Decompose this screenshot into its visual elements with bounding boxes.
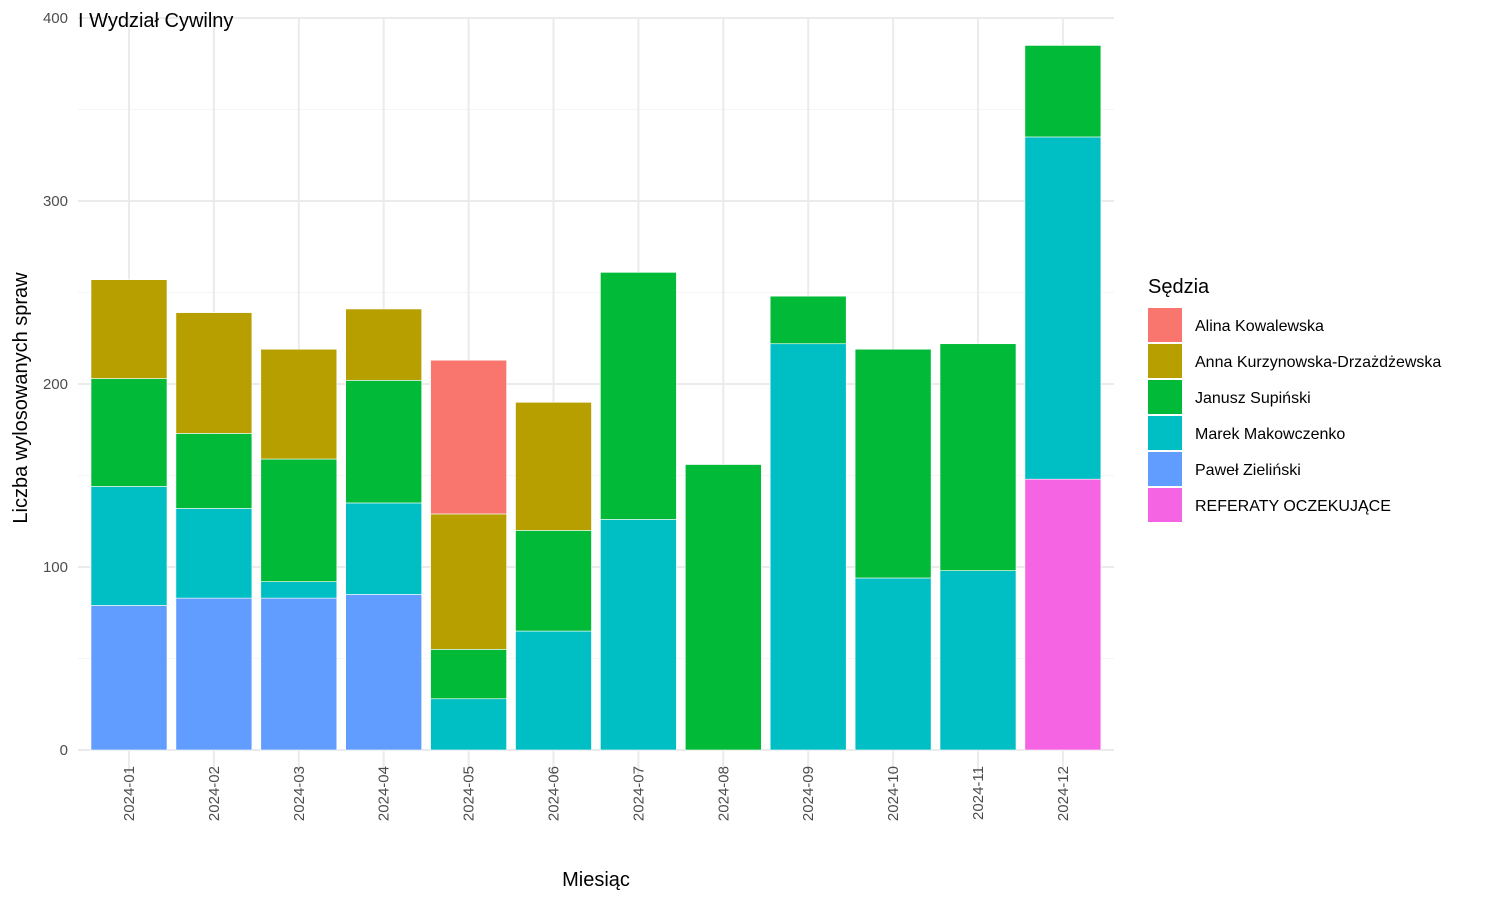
bar-segment [939, 343, 1017, 571]
x-tick-label: 2024-01 [121, 766, 138, 821]
bar-segment [1024, 136, 1102, 480]
x-tick-label: 2024-04 [376, 766, 393, 821]
ticks-layer: 0 100 200 300 400 2024-01 2024-02 2024-03 2024-0… [43, 10, 1072, 821]
x-tick-label: 2024-12 [1055, 766, 1072, 821]
bar-segment [430, 359, 507, 515]
bar-segment [684, 464, 762, 751]
x-tick-label: 2024-10 [885, 766, 902, 821]
x-tick-label: 2024-11 [970, 766, 987, 820]
legend-label: REFERATY OCZEKUJĄCE [1195, 498, 1391, 515]
bar-segment [515, 630, 592, 751]
bar-segment [430, 649, 507, 700]
legend-items: Alina Kowalewska Anna Kurzynowska-Drzażdż… [1148, 308, 1441, 522]
bar-segment [769, 295, 847, 345]
bar-segment [515, 530, 592, 632]
x-tick-label: 2024-02 [206, 766, 223, 821]
legend-label: Janusz Supiński [1195, 390, 1311, 407]
y-tick-label: 300 [43, 193, 68, 210]
legend-key [1148, 380, 1182, 414]
chart-title: I Wydział Cywilny [78, 10, 233, 32]
x-axis-title: Miesiąc [562, 869, 630, 891]
bar-segment [600, 272, 677, 520]
legend-title: Sędzia [1148, 276, 1210, 298]
legend-key [1148, 416, 1182, 450]
bar-segment [854, 348, 932, 579]
legend: Sędzia Alina Kowalewska Anna Kurzynowska-… [1148, 276, 1441, 522]
x-tick-label: 2024-08 [715, 766, 732, 821]
y-tick-label: 100 [43, 559, 68, 576]
y-tick-label: 400 [43, 10, 68, 27]
bar-segment [90, 378, 168, 487]
bar-segment [175, 508, 253, 599]
bar-segment [515, 401, 592, 531]
legend-key [1148, 308, 1182, 342]
bar-segment [1024, 478, 1102, 751]
bar-segment [1024, 45, 1102, 138]
y-axis-title: Liczba wylosowanych spraw [10, 272, 32, 524]
bar-segment [939, 570, 1017, 751]
legend-label: Paweł Zieliński [1195, 462, 1301, 479]
bar-segment [90, 605, 168, 751]
y-tick-label: 0 [60, 742, 68, 759]
bar-segment [769, 343, 847, 751]
bar-segment [600, 519, 677, 751]
bar-segment [175, 433, 253, 509]
bar-segment [345, 380, 423, 504]
x-tick-label: 2024-05 [461, 766, 478, 821]
bar-segment [345, 594, 423, 751]
x-tick-label: 2024-09 [800, 766, 817, 821]
bar-segment [854, 577, 932, 751]
bar-segment [90, 486, 168, 606]
legend-label: Alina Kowalewska [1195, 318, 1324, 335]
bar-segment [90, 279, 168, 379]
bar-segment [175, 312, 253, 434]
bar-segment [345, 308, 423, 381]
legend-label: Anna Kurzynowska-Drzażdżewska [1195, 354, 1441, 371]
x-tick-label: 2024-03 [291, 766, 308, 821]
bar-segment [260, 581, 338, 599]
legend-key [1148, 488, 1182, 522]
legend-key [1148, 452, 1182, 486]
y-tick-label: 200 [43, 376, 68, 393]
legend-label: Marek Makowczenko [1195, 426, 1345, 443]
x-tick-label: 2024-07 [630, 766, 647, 821]
bars-layer [90, 45, 1102, 751]
bar-segment [175, 597, 253, 751]
bar-segment [260, 597, 338, 751]
bar-segment [430, 513, 507, 650]
bar-segment [345, 502, 423, 595]
x-tick-label: 2024-06 [546, 766, 563, 821]
bar-segment [260, 458, 338, 582]
bar-segment [430, 698, 507, 751]
bar-segment [260, 348, 338, 460]
legend-key [1148, 344, 1182, 378]
